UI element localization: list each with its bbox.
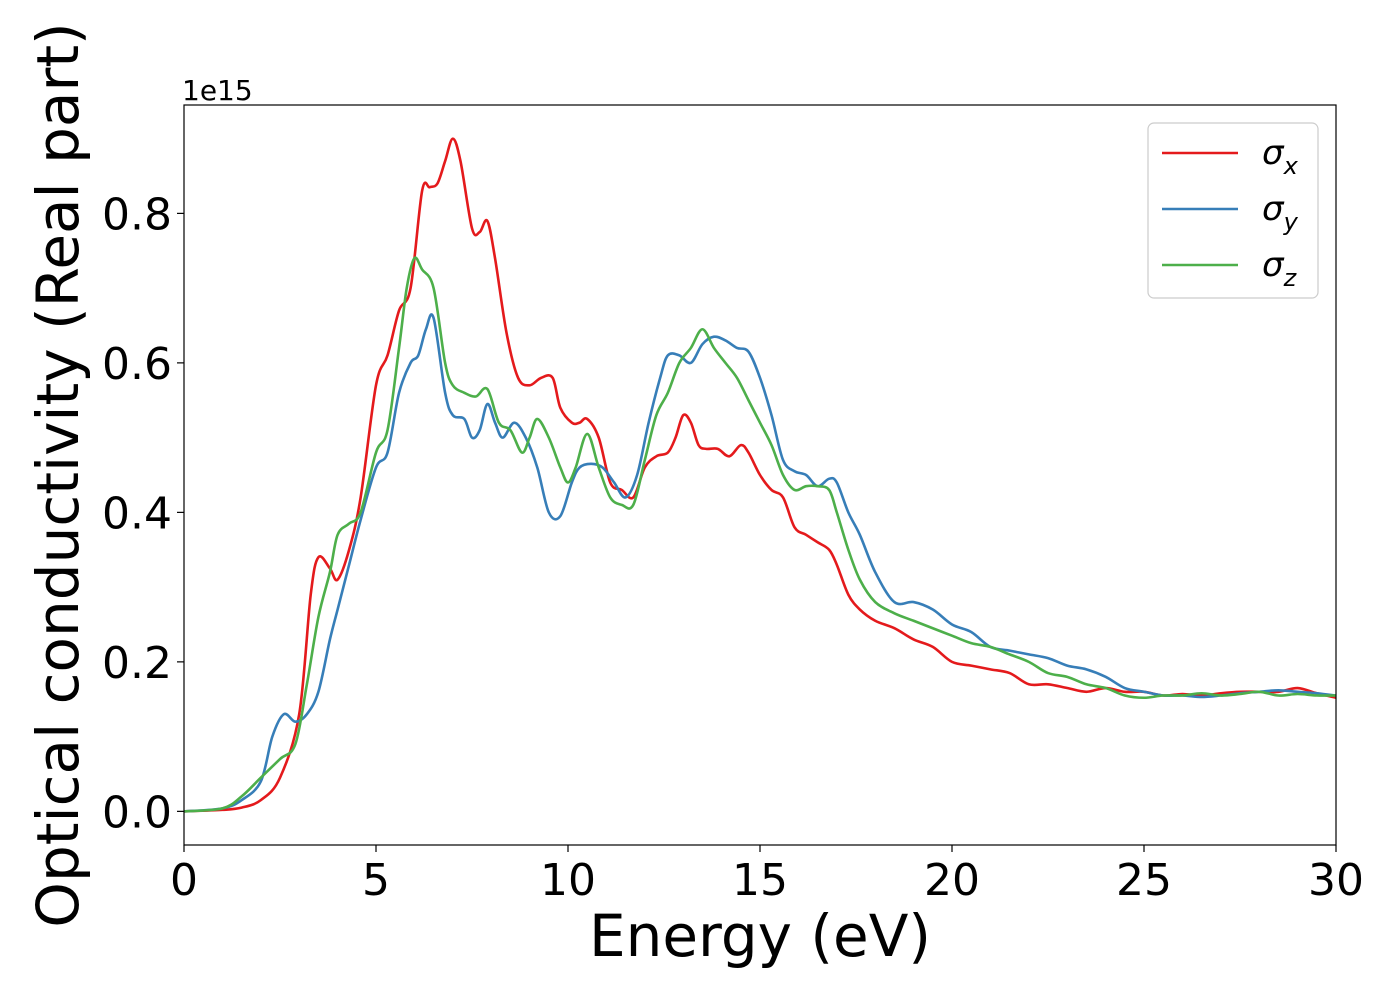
- x-tick-label: 5: [362, 855, 390, 906]
- series-line-sigma-x: [184, 137, 1336, 813]
- x-tick-label: 20: [924, 855, 980, 906]
- legend-entries: σx σy σz: [1162, 133, 1299, 292]
- legend-label-sigma-x: σx: [1262, 133, 1299, 180]
- x-tick-label: 10: [540, 855, 596, 906]
- y-tick-label: 0.8: [102, 189, 172, 240]
- x-axis: 0 5 10 15 20 25 30: [170, 845, 1364, 906]
- x-axis-label: Energy (eV): [589, 902, 931, 970]
- series-layer: [184, 137, 1336, 813]
- x-tick-label: 15: [732, 855, 788, 906]
- y-offset-label: 1e15: [182, 74, 253, 107]
- legend-label-sigma-z: σz: [1262, 245, 1298, 292]
- y-tick-label: 0.6: [102, 339, 172, 390]
- legend: σx σy σz: [1147, 122, 1319, 299]
- legend-box: [1147, 122, 1319, 299]
- x-tick-label: 30: [1308, 855, 1364, 906]
- y-tick-label: 0.2: [102, 638, 172, 689]
- y-tick-label: 0.0: [102, 787, 172, 838]
- legend-label-sigma-y: σy: [1262, 189, 1299, 236]
- y-tick-label: 0.4: [102, 488, 172, 539]
- x-tick-label: 0: [170, 855, 198, 906]
- series-line-sigma-z: [184, 256, 1336, 813]
- series-line-sigma-y: [184, 313, 1336, 813]
- x-tick-label: 25: [1116, 855, 1172, 906]
- y-axis: 0.0 0.2 0.4 0.6 0.8: [102, 189, 184, 838]
- y-axis-label: Optical conductivity (Real part): [24, 22, 92, 927]
